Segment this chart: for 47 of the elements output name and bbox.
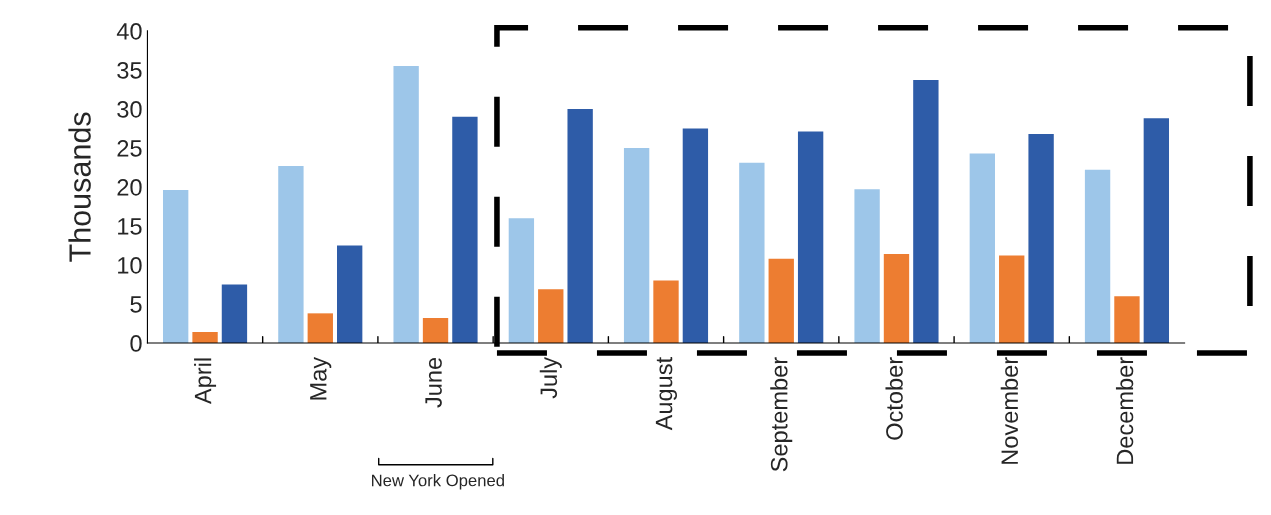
- bar: [192, 332, 218, 343]
- bar: [162, 190, 189, 343]
- x-tick-label: August: [655, 357, 678, 431]
- bar: [422, 318, 449, 343]
- y-tick-label: 5: [130, 296, 142, 313]
- bar: [307, 313, 333, 343]
- bar: [337, 245, 363, 343]
- bar: [682, 128, 709, 343]
- bar: [567, 108, 593, 343]
- text: New York Opened: [372, 474, 504, 490]
- y-tick-label: 30: [117, 100, 142, 118]
- bar: [999, 255, 1025, 343]
- y-tick-label: 10: [118, 257, 142, 274]
- bar: [1084, 169, 1111, 343]
- y-tick-label: 20: [117, 179, 142, 196]
- y-tick-label: 35: [117, 61, 142, 79]
- x-tick-label: July: [539, 356, 562, 399]
- y-tick-label: 25: [117, 140, 142, 157]
- bar: [1028, 133, 1054, 343]
- bar: [653, 280, 679, 343]
- y-tick-label: 0: [130, 335, 142, 352]
- bar: [452, 116, 478, 343]
- bar: [768, 258, 794, 343]
- x-tick-label: December: [1115, 357, 1134, 464]
- x-tick-label: November: [1000, 357, 1019, 464]
- bar: [538, 289, 564, 343]
- x-tick-label: September: [770, 357, 793, 472]
- bar: [797, 131, 824, 343]
- x-tick-label: June: [425, 357, 442, 408]
- x-tick-label: October: [885, 357, 903, 440]
- x-tick-label: April: [194, 358, 217, 405]
- bar: [1114, 296, 1140, 343]
- bar: [623, 147, 650, 343]
- x-tick-label: May: [310, 356, 332, 400]
- bar: [739, 162, 765, 343]
- bar: [508, 218, 535, 343]
- bar: [854, 189, 880, 343]
- bar: [969, 153, 996, 343]
- y-axis-title: Thousands: [68, 112, 91, 262]
- y-tick-label: 40: [116, 22, 142, 40]
- bar: [278, 165, 304, 343]
- bar: [1143, 118, 1170, 343]
- bar: [883, 254, 910, 343]
- bar: [221, 284, 248, 343]
- y-tick-label: 15: [118, 218, 142, 235]
- bar: [913, 80, 939, 343]
- bar: [393, 66, 419, 343]
